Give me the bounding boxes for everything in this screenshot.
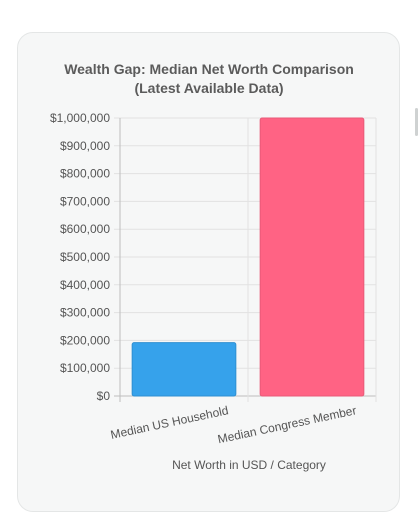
bars	[131, 117, 365, 397]
y-tick-label: $200,000	[60, 333, 110, 347]
bar-2[interactable]	[259, 117, 365, 397]
x-tick-label: Median Congress Member	[216, 403, 357, 446]
chart-subtitle: (Latest Available Data)	[134, 80, 283, 96]
y-tick-label: $100,000	[60, 361, 110, 375]
y-tick-label: $800,000	[60, 167, 110, 181]
y-tick-label: $400,000	[60, 278, 110, 292]
y-tick-label: $600,000	[60, 222, 110, 236]
y-tick-label: $1,000,000	[50, 111, 110, 125]
x-axis-label: Net Worth in USD / Category	[172, 458, 326, 472]
bar-1[interactable]	[131, 342, 237, 397]
y-tick-label: $500,000	[60, 250, 110, 264]
scrollbar-thumb[interactable]	[415, 108, 418, 136]
chart-title: Wealth Gap: Median Net Worth Comparison	[64, 61, 354, 77]
x-tick-label: Median US Household	[109, 403, 229, 442]
bar-chart: Wealth Gap: Median Net Worth Comparison …	[50, 61, 377, 472]
y-tick-label: $300,000	[60, 306, 110, 320]
y-tick-label: $700,000	[60, 194, 110, 208]
y-axis-ticks: $0 $100,000 $200,000 $300,000 $400,000 $500,0…	[50, 111, 110, 403]
y-tick-label: $0	[97, 389, 111, 403]
y-tick-label: $900,000	[60, 139, 110, 153]
